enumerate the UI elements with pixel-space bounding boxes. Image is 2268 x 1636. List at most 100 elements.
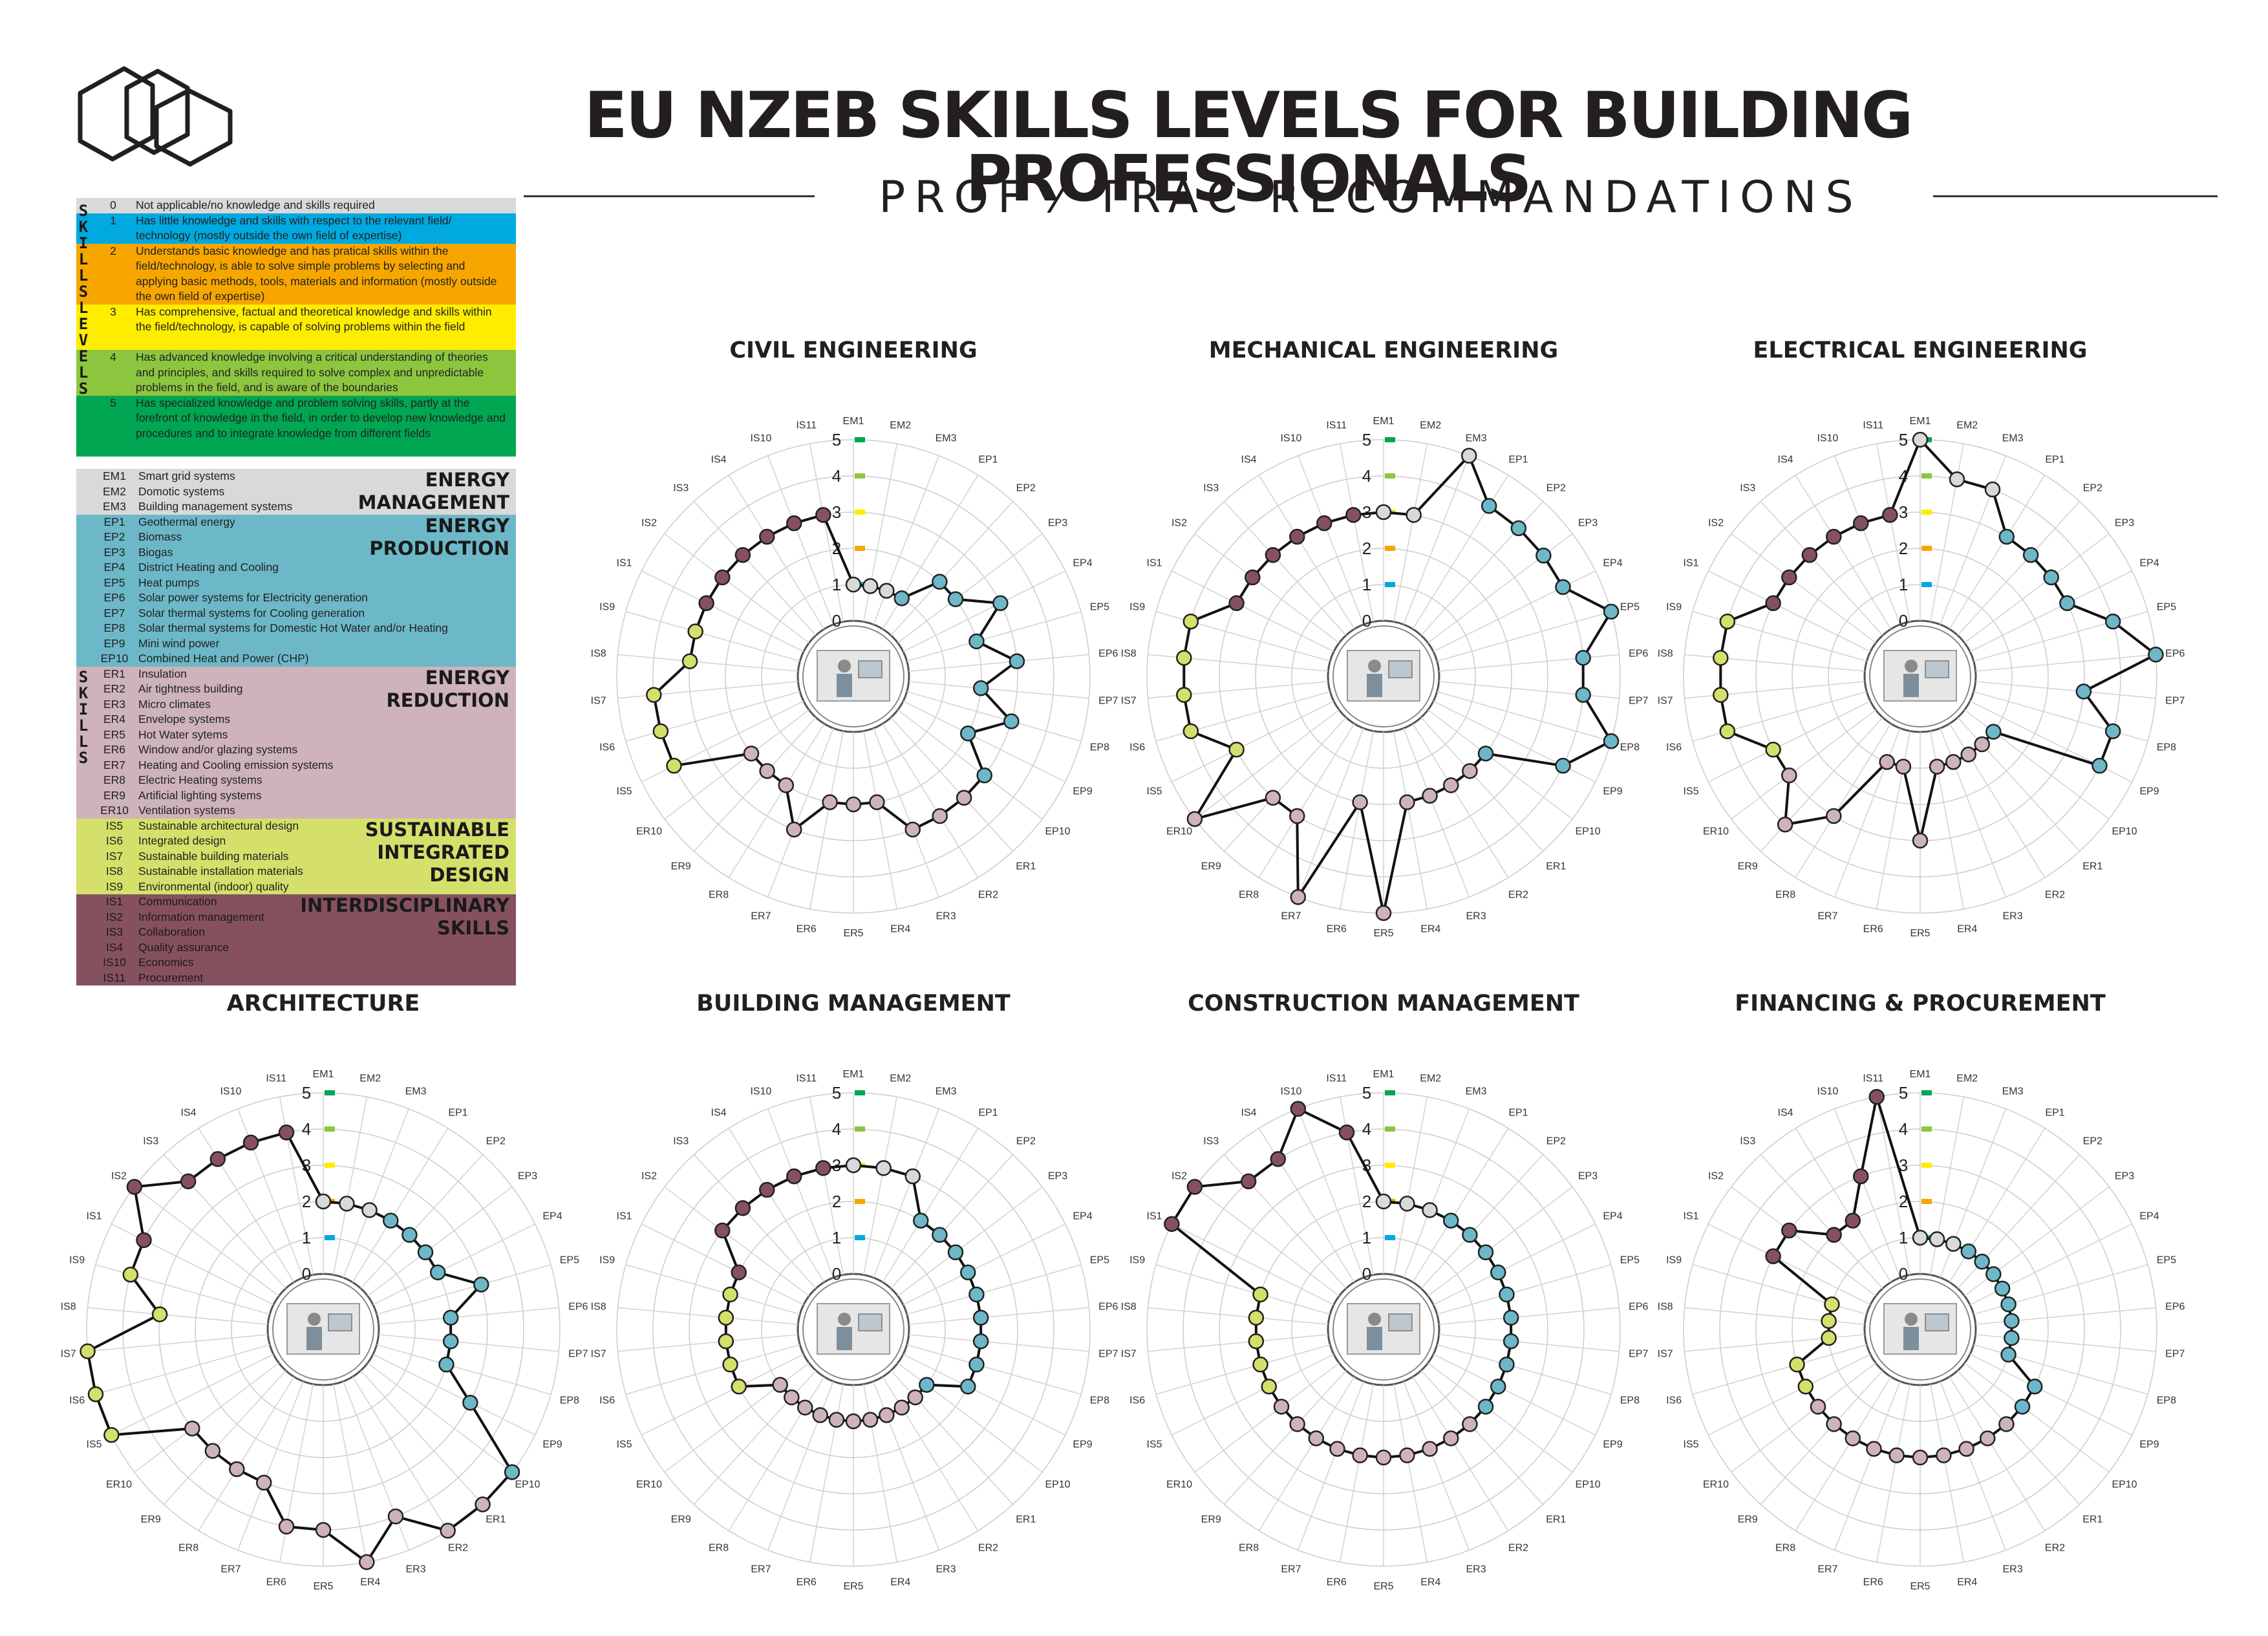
skill-level-description: Has comprehensive, factual and theoretic… [136,305,492,334]
skill-label: Heating and Cooling emission systems [138,758,334,771]
data-point [759,528,775,545]
spoke [1684,1334,1865,1352]
scale-marker [325,1126,335,1132]
axis-label: IS2 [641,517,657,528]
data-point [646,687,662,703]
axis-label: EP8 [1620,742,1640,753]
data-point [1252,1286,1268,1303]
skills-legend: EM1 Smart grid systems EM2 Domotic systems E… [76,469,516,985]
spoke [890,501,1014,636]
skill-code: IS10 [103,956,126,969]
data-point [429,1264,446,1280]
axis-label: ER8 [709,1543,729,1554]
axis-label: IS1 [617,1211,632,1222]
axis-label: EP7 [568,1349,588,1360]
person-body [306,1327,322,1350]
axis-label: EP6 [568,1301,588,1312]
axis-label: IS3 [1203,1136,1219,1146]
axis-label: ER6 [1327,1577,1347,1588]
data-point [879,583,895,599]
data-point [136,1232,152,1249]
axis-label: IS9 [599,1255,615,1266]
axis-label: EP6 [1098,648,1118,659]
scale-label: 3 [832,1156,841,1175]
scale-label: 1 [302,1228,311,1247]
skill-row: IS6 Integrated design [76,834,516,849]
axis-label: EP5 [2157,602,2176,613]
data-point [1777,816,1793,833]
data-point [2022,547,2039,563]
skill-code: ER7 [103,758,126,771]
data-point [1375,905,1392,921]
data-point [893,1399,910,1415]
data-point [1719,613,1736,630]
data-point [1603,733,1620,749]
spoke [809,444,844,622]
axis-label: EP10 [1045,826,1070,837]
axis-label: ER2 [2045,890,2065,901]
axis-label: IS1 [87,1211,102,1222]
axis-label: EM2 [1956,420,1978,431]
axis-label: IS3 [1740,482,1755,493]
illustration-frame [286,1303,360,1355]
axis-label: IS8 [591,648,606,659]
skill-label: Geothermal energy [138,515,235,528]
axis-label: EM1 [1910,1069,1931,1080]
spoke [1975,1334,2156,1352]
data-point [1245,569,1261,586]
data-point [1821,1313,1837,1329]
skill-label: Quality assurance [138,940,230,954]
data-point [1338,1125,1355,1141]
data-point [1503,1309,1519,1326]
spoke [617,1307,798,1325]
professional-illustration [1883,1303,1957,1355]
axis-label: IS7 [1121,696,1137,707]
scale-label: 3 [1362,1156,1371,1175]
data-point [2104,723,2121,740]
spoke [882,1128,979,1283]
skill-group: IS1 Communication IS2 Information managemen… [76,894,516,985]
data-point [784,1389,800,1406]
spoke [163,1370,286,1505]
data-point [315,1193,332,1210]
spoke [1439,681,1620,699]
axis-label: EM2 [359,1073,381,1084]
spoke [767,727,834,898]
data-point [1503,1333,1519,1350]
data-point [278,1518,295,1534]
axis-label: EM1 [843,1069,864,1080]
spoke [1760,1154,1883,1289]
data-point [1399,1196,1415,1212]
spoke [728,723,825,878]
screen [858,660,883,678]
spoke [1760,501,1883,636]
skill-code: EP1 [103,515,125,528]
spoke [890,1154,1014,1289]
data-point [1265,547,1281,563]
axis-label: ER9 [671,1514,691,1525]
axis-label: EP1 [448,1107,467,1118]
data-point [1352,794,1368,810]
skill-label: Biomass [138,530,182,543]
radar-chart: CIVIL ENGINEERING EM1 EM2 EM3 EP1 EP2 EP3 EP4 EP… [588,336,1118,983]
axis-label: EP9 [2139,786,2159,797]
scale-label: 4 [1362,466,1371,486]
skill-row: EP1 Geothermal energy [76,515,516,530]
data-point [1826,528,1842,545]
data-point [242,1134,259,1151]
axis-label: EP9 [1073,1439,1092,1450]
spoke [1403,1108,1470,1278]
skill-code: IS9 [105,879,123,893]
spoke [1412,723,1509,878]
data-point [959,1264,976,1280]
scale-label: 5 [832,430,841,449]
skill-label: Smart grid systems [138,469,235,482]
data-point [992,595,1009,612]
axis-label: EP2 [1016,482,1036,493]
axis-label: ER8 [178,1543,198,1554]
data-point [904,821,921,838]
data-point [475,1496,491,1512]
axis-label: ER4 [890,923,910,934]
skill-code: EP9 [103,636,125,650]
